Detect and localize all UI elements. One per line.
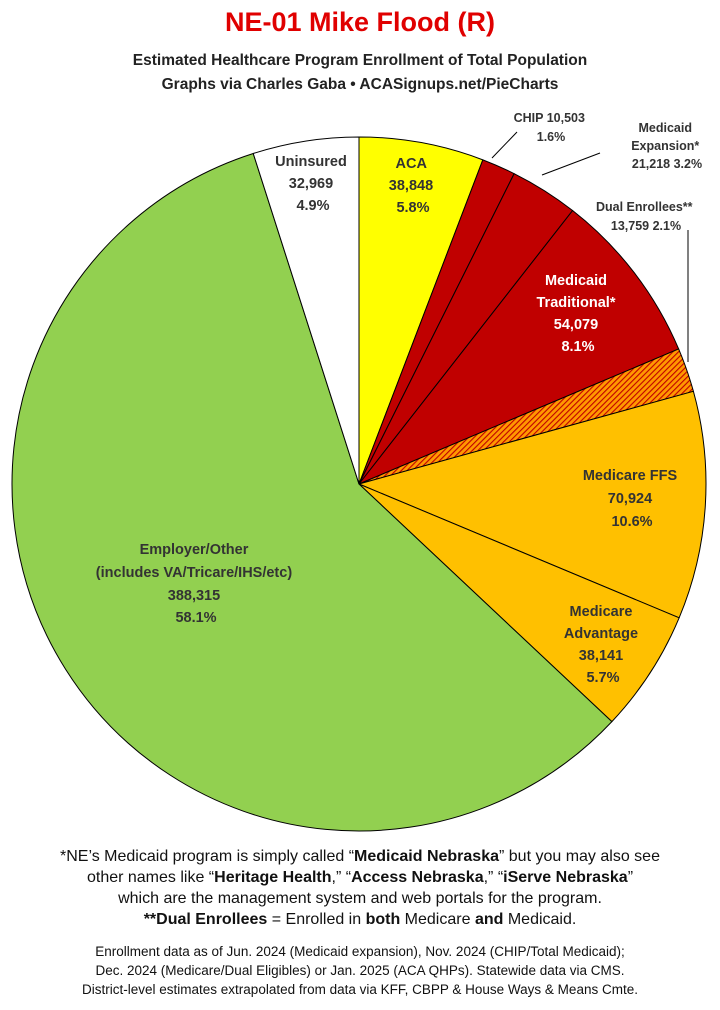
chart-subtitle: Estimated Healthcare Program Enrollment …	[132, 52, 588, 69]
source-line-1: Enrollment data as of Jun. 2024 (Medicai…	[95, 944, 625, 959]
label-uninsured: Uninsured 32,969 4.9%	[275, 154, 351, 214]
label-dual-enrollees: Dual Enrollees** 13,759 2.1%	[596, 200, 696, 233]
chart-credit: Graphs via Charles Gaba • ACASignups.net…	[161, 76, 559, 93]
source-line-3: District-level estimates extrapolated fr…	[82, 982, 638, 997]
page-title: NE-01 Mike Flood (R)	[224, 7, 495, 37]
label-medicaid-expansion: Medicaid Expansion* 21,218 3.2%	[631, 121, 703, 171]
footnote-line-4: **Dual Enrollees = Enrolled in both Medi…	[143, 911, 577, 928]
chip-leader-line	[491, 131, 518, 159]
expansion-leader-line	[541, 152, 601, 176]
footnote-line-3: which are the management system and web …	[118, 890, 602, 907]
footnote-line-2: other names like “Heritage Health,” “Acc…	[86, 869, 634, 886]
pie-slice-aca	[358, 136, 484, 485]
source-line-2: Dec. 2024 (Medicare/Dual Eligibles) or J…	[95, 963, 625, 978]
label-medicaid-traditional: Medicaid Traditional* 54,079 8.1%	[537, 273, 620, 355]
label-aca: ACA 38,848 5.8%	[389, 156, 437, 216]
pie-chart: ACA 38,848 5.8% CHIP 10,503 1.6% Medicai…	[11, 111, 707, 832]
label-employer-other: Employer/Other (includes VA/Tricare/IHS/…	[96, 542, 296, 626]
pie-slice-medicare-ffs	[358, 390, 707, 619]
pie-slice-uninsured	[252, 136, 360, 485]
pie-slice-employer-other-includes-va-tricare-ihs-etc	[11, 153, 613, 832]
label-chip: CHIP 10,503 1.6%	[514, 111, 589, 144]
pie-slice-medicare-advantage	[358, 483, 680, 723]
footnote-line-1: *NE’s Medicaid program is simply called …	[60, 848, 660, 865]
pie-slice-medicaid-traditional	[358, 210, 680, 485]
label-medicare-ffs: Medicare FFS 70,924 10.6%	[583, 468, 681, 530]
label-medicare-advantage: Medicare Advantage 38,141 5.7%	[564, 604, 642, 686]
